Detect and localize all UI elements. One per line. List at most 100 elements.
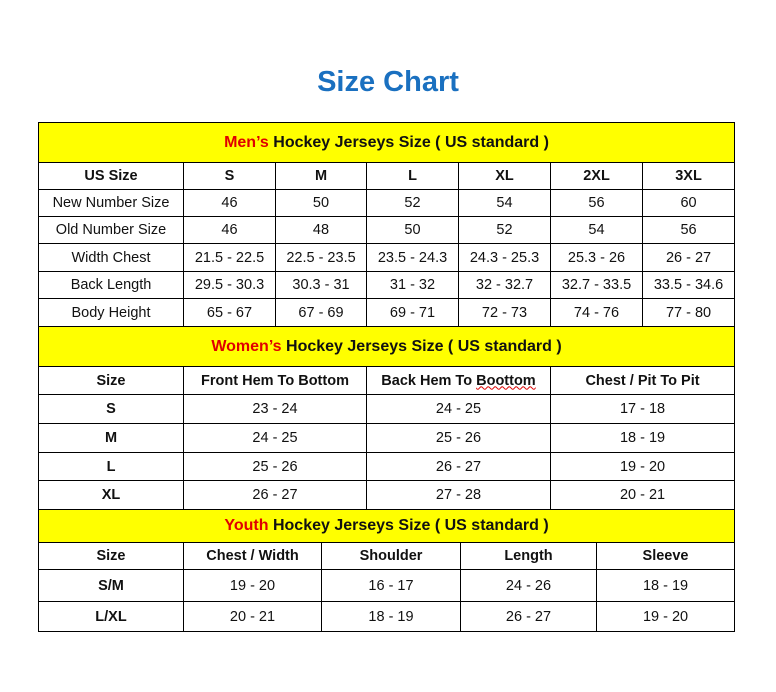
womens-section-heading: Women’s Hockey Jerseys Size ( US standar… bbox=[37, 326, 736, 367]
table-cell: 23 - 24 bbox=[183, 394, 367, 424]
womens-label: Women’s bbox=[211, 337, 282, 355]
table-row: New Number Size 46 50 52 54 56 60 bbox=[38, 189, 736, 217]
table-cell: 46 bbox=[183, 216, 276, 244]
row-label: L bbox=[38, 452, 184, 481]
table-cell: 33.5 - 34.6 bbox=[641, 271, 736, 299]
row-label: Old Number Size bbox=[38, 216, 184, 244]
table-cell: 29.5 - 30.3 bbox=[183, 271, 276, 299]
table-cell: 65 - 67 bbox=[183, 298, 276, 327]
table-row: S/M 19 - 20 16 - 17 24 - 26 18 - 19 bbox=[38, 569, 736, 602]
table-cell: 20 - 21 bbox=[549, 480, 736, 510]
table-row: L 25 - 26 26 - 27 19 - 20 bbox=[38, 452, 736, 481]
table-cell: 25 - 26 bbox=[183, 452, 367, 481]
column-header: 2XL bbox=[550, 162, 643, 190]
table-cell: 48 bbox=[275, 216, 367, 244]
table-cell: 46 bbox=[183, 189, 276, 217]
column-header: Size bbox=[38, 366, 184, 395]
table-cell: 50 bbox=[275, 189, 367, 217]
table-cell: 74 - 76 bbox=[550, 298, 643, 327]
row-label: Body Height bbox=[38, 298, 184, 327]
column-header: Chest / Pit To Pit bbox=[549, 366, 736, 395]
table-cell: 52 bbox=[458, 216, 551, 244]
column-header: L bbox=[366, 162, 459, 190]
table-cell: 52 bbox=[366, 189, 459, 217]
table-cell: 24.3 - 25.3 bbox=[458, 243, 551, 272]
table-cell: 21.5 - 22.5 bbox=[183, 243, 276, 272]
header-row: US Size S M L XL 2XL 3XL bbox=[38, 162, 736, 190]
table-cell: 23.5 - 24.3 bbox=[366, 243, 459, 272]
column-header: Size bbox=[38, 542, 184, 570]
table-cell: 72 - 73 bbox=[458, 298, 551, 327]
table-cell: 54 bbox=[458, 189, 551, 217]
table-cell: 32.7 - 33.5 bbox=[550, 271, 643, 299]
table-row: XL 26 - 27 27 - 28 20 - 21 bbox=[38, 480, 736, 510]
table-cell: 24 - 25 bbox=[366, 394, 551, 424]
table-cell: 25 - 26 bbox=[366, 423, 551, 453]
table-cell: 22.5 - 23.5 bbox=[275, 243, 367, 272]
table-row: S 23 - 24 24 - 25 17 - 18 bbox=[38, 394, 736, 424]
table-cell: 77 - 80 bbox=[641, 298, 736, 327]
table-row: L/XL 20 - 21 18 - 19 26 - 27 19 - 20 bbox=[38, 601, 736, 632]
row-label: L/XL bbox=[38, 601, 184, 632]
table-cell: 26 - 27 bbox=[366, 452, 551, 481]
header-row: Size Front Hem To Bottom Back Hem To Boott… bbox=[38, 366, 736, 395]
row-label: New Number Size bbox=[38, 189, 184, 217]
row-label: Width Chest bbox=[38, 243, 184, 272]
mens-label: Men’s bbox=[224, 133, 269, 151]
table-cell: 69 - 71 bbox=[366, 298, 459, 327]
table-cell: 32 - 32.7 bbox=[458, 271, 551, 299]
mens-size-table: Men’s Hockey Jerseys Size ( US standard … bbox=[37, 122, 736, 327]
youth-section-heading: Youth Hockey Jerseys Size ( US standard … bbox=[37, 509, 736, 543]
womens-size-table: Women’s Hockey Jerseys Size ( US standar… bbox=[37, 326, 736, 510]
table-row: Body Height 65 - 67 67 - 69 69 - 71 72 - 73 7… bbox=[38, 298, 736, 327]
youth-label: Youth bbox=[224, 517, 269, 534]
table-cell: 60 bbox=[641, 189, 736, 217]
column-header: M bbox=[275, 162, 367, 190]
column-header: Shoulder bbox=[321, 542, 461, 570]
table-cell: 25.3 - 26 bbox=[550, 243, 643, 272]
row-label: S/M bbox=[38, 569, 184, 602]
table-cell: 16 - 17 bbox=[321, 569, 461, 602]
column-header: XL bbox=[458, 162, 551, 190]
mens-section-heading: Men’s Hockey Jerseys Size ( US standard … bbox=[37, 122, 736, 163]
column-header: 3XL bbox=[641, 162, 736, 190]
table-cell: 19 - 20 bbox=[595, 601, 736, 632]
table-row: M 24 - 25 25 - 26 18 - 19 bbox=[38, 423, 736, 453]
page-title: Size Chart bbox=[317, 66, 459, 98]
header-row: Size Chest / Width Shoulder Length Sleeve bbox=[38, 542, 736, 570]
column-header: Chest / Width bbox=[183, 542, 322, 570]
table-cell: 18 - 19 bbox=[321, 601, 461, 632]
table-cell: 20 - 21 bbox=[183, 601, 322, 632]
table-cell: 56 bbox=[641, 216, 736, 244]
row-label: XL bbox=[38, 480, 184, 510]
column-header: Sleeve bbox=[595, 542, 736, 570]
table-cell: 50 bbox=[366, 216, 459, 244]
table-cell: 24 - 25 bbox=[183, 423, 367, 453]
table-cell: 30.3 - 31 bbox=[275, 271, 367, 299]
table-cell: 18 - 19 bbox=[595, 569, 736, 602]
row-label: S bbox=[38, 394, 184, 424]
table-cell: 24 - 26 bbox=[460, 569, 597, 602]
table-cell: 54 bbox=[550, 216, 643, 244]
table-cell: 56 bbox=[550, 189, 643, 217]
table-cell: 18 - 19 bbox=[549, 423, 736, 453]
column-header: US Size bbox=[38, 162, 184, 190]
column-header: Back Hem To Boottom bbox=[366, 366, 551, 395]
table-row: Back Length 29.5 - 30.3 30.3 - 31 31 - 32 32… bbox=[38, 271, 736, 299]
table-row: Width Chest 21.5 - 22.5 22.5 - 23.5 23.5 - … bbox=[38, 243, 736, 272]
row-label: M bbox=[38, 423, 184, 453]
youth-size-table: Youth Hockey Jerseys Size ( US standard … bbox=[37, 509, 736, 632]
table-cell: 19 - 20 bbox=[549, 452, 736, 481]
column-header: Front Hem To Bottom bbox=[183, 366, 367, 395]
table-cell: 26 - 27 bbox=[183, 480, 367, 510]
section-heading-text: Hockey Jerseys Size ( US standard ) bbox=[268, 133, 549, 151]
table-cell: 26 - 27 bbox=[460, 601, 597, 632]
column-header: Length bbox=[460, 542, 597, 570]
table-cell: 26 - 27 bbox=[641, 243, 736, 272]
section-heading-text: Hockey Jerseys Size ( US standard ) bbox=[281, 337, 562, 355]
table-cell: 67 - 69 bbox=[275, 298, 367, 327]
column-header-text: Back Hem To Boottom bbox=[381, 372, 536, 389]
table-cell: 19 - 20 bbox=[183, 569, 322, 602]
section-heading-text: Hockey Jerseys Size ( US standard ) bbox=[268, 517, 549, 534]
table-row: Old Number Size 46 48 50 52 54 56 bbox=[38, 216, 736, 244]
